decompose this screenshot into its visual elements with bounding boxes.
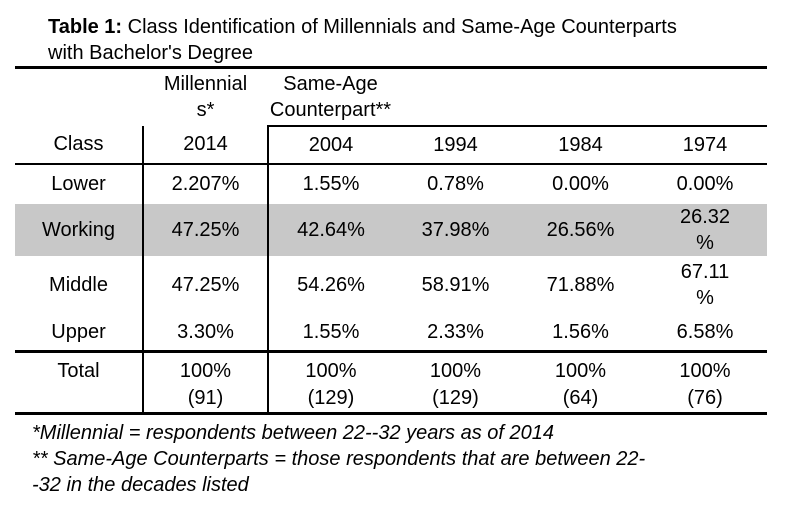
footnotes: *Millennial = respondents between 22--32… (32, 420, 771, 498)
caption-label: Table 1: (48, 16, 123, 38)
group-header-millennials: Millennial s* (163, 73, 248, 122)
row-label-middle: Middle (15, 255, 144, 314)
table-cell: 1.55% (268, 313, 393, 353)
group-header-same-age: Same-Age Counterpart** (268, 67, 767, 127)
group-header-empty (15, 68, 143, 126)
col-header-1994: 1994 (393, 125, 518, 165)
table-cell: 42.64% (268, 203, 393, 256)
class-identification-table: Millennial s* Same-Age Counterpart** Cla… (15, 66, 767, 415)
group-header-same-age-label: Same-Age Counterpart** (269, 72, 392, 121)
total-cell: 100% (91) (143, 351, 269, 415)
table-cell: 0.78% (427, 173, 484, 195)
table-row-working-highlighted: Working 47.25% 42.64% 37.98% 26.56% 26.3… (15, 203, 767, 256)
caption-text-line2: with Bachelor's Degree (48, 42, 254, 64)
table-cell: 37.98% (393, 203, 518, 256)
table-cell: 1.56% (518, 313, 643, 353)
table-cell: 67.11 % (680, 260, 730, 309)
col-header-class: Class (15, 125, 144, 165)
caption-text-line1: Class Identification of Millennials and … (122, 16, 677, 38)
table-cell: 1.55% (302, 173, 360, 195)
table-cell: 0.00% (552, 173, 609, 195)
col-header-1984: 1984 (518, 125, 643, 165)
total-cell: 100% (129) (393, 351, 518, 415)
footnote-same-age: ** Same-Age Counterparts = those respond… (32, 448, 646, 496)
table-cell: 58.91% (421, 273, 490, 296)
column-header-row: Class 2014 2004 1994 1984 1974 (15, 125, 767, 165)
table-cell: 26.32 % (643, 203, 767, 256)
row-label-working: Working (15, 203, 144, 256)
row-label-upper: Upper (15, 313, 144, 353)
table-cell: 2.207% (143, 163, 269, 204)
table-cell: 47.25% (143, 203, 269, 256)
total-cell: 100% (129) (268, 351, 393, 415)
col-header-1974: 1974 (643, 125, 767, 165)
table-row-middle: Middle 47.25% 54.26% 58.91% 71.88% 67.11… (15, 255, 767, 314)
table-cell: 3.30% (143, 313, 269, 353)
table-cell: 71.88% (546, 273, 615, 296)
table-row-total: Total 100% (91) 100% (129) 100% (129) 10… (15, 351, 767, 415)
row-label-total: Total (15, 351, 144, 415)
col-header-2004: 2004 (268, 125, 393, 165)
table-row-lower: Lower 2.207% 1.55% 0.78% 0.00% 0.00% (15, 163, 767, 204)
table-cell: 6.58% (643, 313, 767, 353)
total-cell: 100% (64) (518, 351, 643, 415)
table-cell: 2.33% (393, 313, 518, 353)
table-cell: 47.25% (143, 255, 269, 314)
col-header-2014: 2014 (143, 125, 269, 165)
table-cell: 0.00% (676, 173, 734, 195)
table-cell: 26.56% (518, 203, 643, 256)
table-row-upper: Upper 3.30% 1.55% 2.33% 1.56% 6.58% (15, 313, 767, 353)
row-label-lower: Lower (15, 163, 144, 204)
table-caption: Table 1: Class Identification of Millenn… (0, 0, 787, 66)
table-cell: 54.26% (297, 273, 365, 296)
group-header-row: Millennial s* Same-Age Counterpart** (15, 67, 767, 127)
total-cell: 100% (76) (643, 351, 767, 415)
footnote-millennial: *Millennial = respondents between 22--32… (32, 422, 554, 444)
